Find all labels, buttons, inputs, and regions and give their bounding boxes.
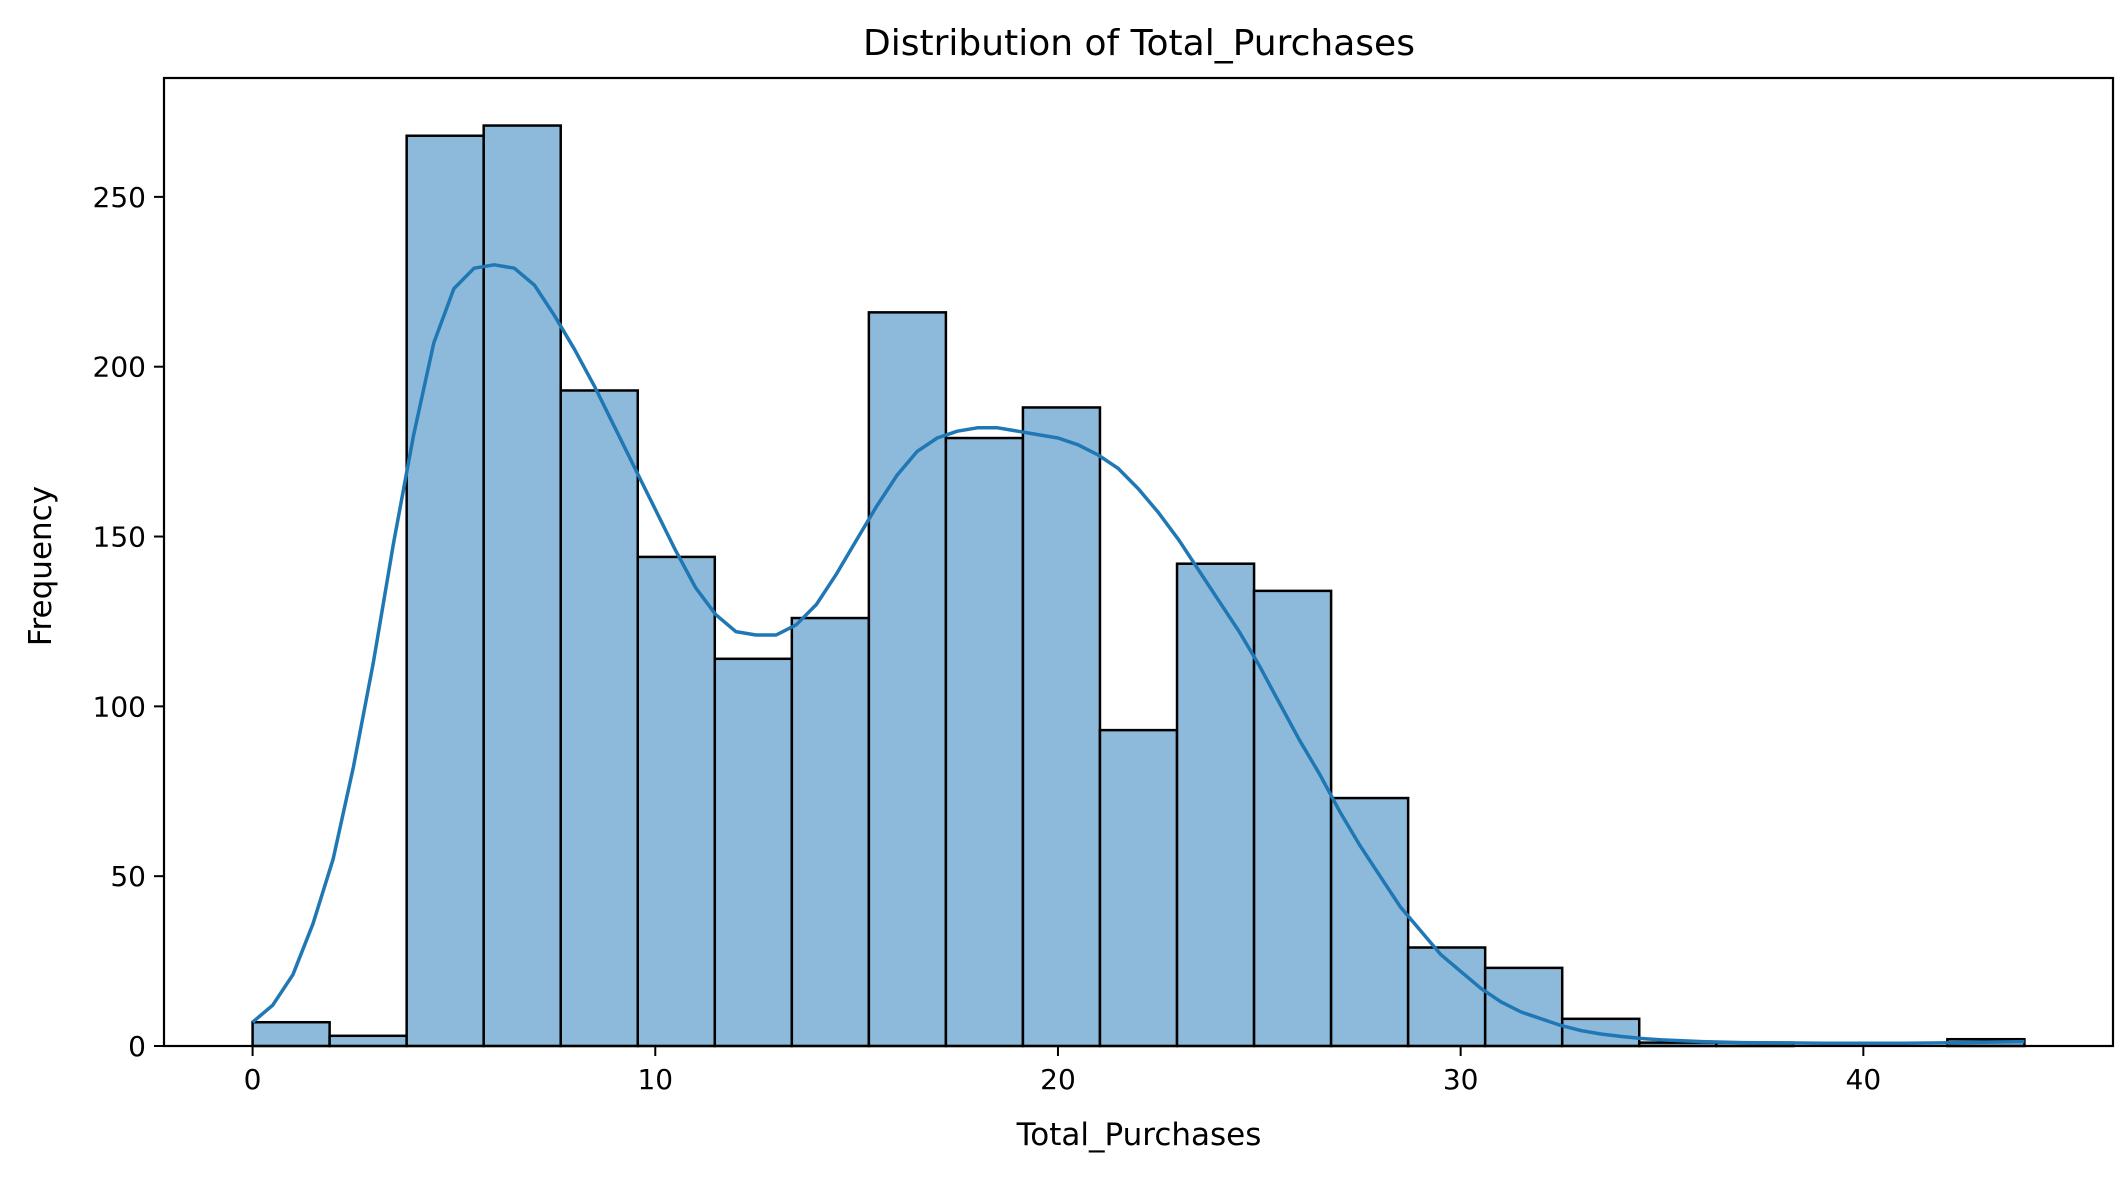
x-tick-label: 0 bbox=[244, 1063, 262, 1096]
histogram-bar bbox=[559, 389, 640, 1048]
histogram-bar bbox=[713, 657, 794, 1048]
y-tick-label: 200 bbox=[93, 351, 146, 384]
x-tick-label: 40 bbox=[1846, 1063, 1882, 1096]
kde-curve bbox=[251, 263, 2025, 1046]
histogram-bar bbox=[636, 555, 717, 1048]
histogram-bar bbox=[1175, 562, 1256, 1048]
x-axis-label: Total_Purchases bbox=[1016, 1117, 1262, 1153]
histogram-bar bbox=[405, 134, 485, 1048]
chart-title: Distribution of Total_Purchases bbox=[863, 23, 1415, 64]
x-tick-label: 10 bbox=[637, 1063, 673, 1096]
x-tick-label: 20 bbox=[1040, 1063, 1076, 1096]
y-tick-label: 100 bbox=[93, 690, 146, 723]
histogram-bar bbox=[1021, 406, 1102, 1048]
histogram-bar bbox=[1483, 966, 1564, 1048]
histogram-bar bbox=[251, 1020, 331, 1048]
histogram-bar bbox=[1329, 796, 1410, 1048]
histogram-bar bbox=[328, 1034, 408, 1048]
bars-layer bbox=[251, 124, 2026, 1048]
x-tick-label: 30 bbox=[1443, 1063, 1479, 1096]
histogram-bar bbox=[1406, 946, 1487, 1048]
histogram-bar bbox=[1098, 728, 1179, 1048]
y-axis-label: Frequency bbox=[23, 486, 59, 646]
x-axis: 0 10 20 30 40 bbox=[244, 1046, 1881, 1096]
y-tick-label: 0 bbox=[128, 1030, 146, 1063]
plot-frame bbox=[162, 76, 2115, 1048]
histogram-bar bbox=[867, 311, 948, 1048]
histogram-bar bbox=[482, 124, 562, 1048]
y-tick-label: 250 bbox=[93, 181, 146, 214]
y-axis: 0 50 100 150 200 250 bbox=[93, 181, 164, 1063]
y-tick-label: 50 bbox=[110, 860, 146, 893]
histogram-bar bbox=[944, 436, 1025, 1048]
histogram-bar bbox=[1252, 589, 1333, 1048]
histogram-bar bbox=[790, 616, 871, 1048]
y-tick-label: 150 bbox=[93, 521, 146, 554]
